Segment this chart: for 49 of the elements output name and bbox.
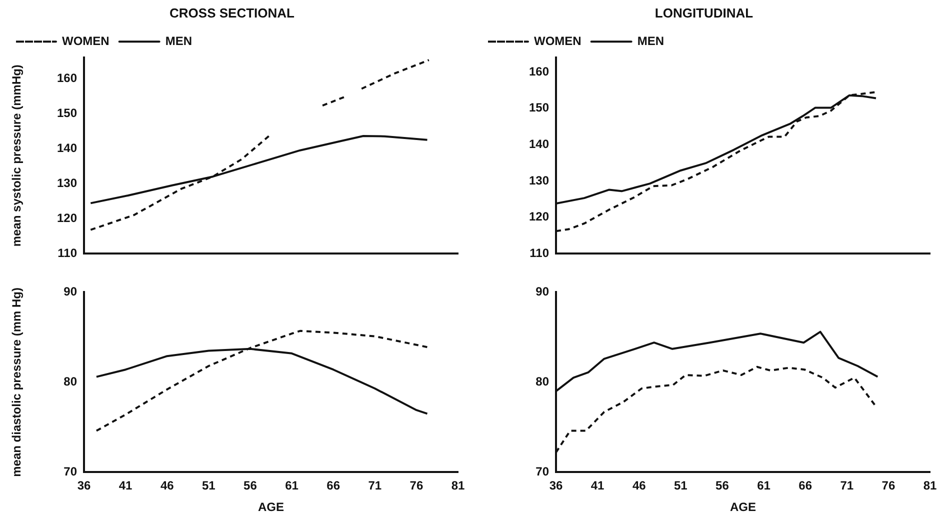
y-tick-label: 160 (528, 64, 550, 78)
y-tick-label: 80 (64, 374, 78, 389)
x-tick-label: 76 (410, 478, 424, 493)
x-tick-label: 81 (923, 478, 937, 493)
x-tick-label: 41 (590, 478, 605, 493)
y-tick-label: 90 (64, 284, 78, 299)
y-tick-label: 120 (528, 210, 550, 224)
y-tick-label: 150 (56, 106, 78, 120)
x-tick-label: 61 (757, 478, 771, 493)
y-tick-label: 160 (56, 70, 78, 85)
y-tick-label: 120 (56, 210, 78, 225)
x-tick-label: 41 (118, 478, 133, 493)
chart-title: LONGITUDINAL (654, 5, 754, 20)
x-tick-label: 66 (798, 478, 812, 493)
y-tick-label: 90 (536, 284, 550, 299)
legend-label: MEN (637, 34, 664, 48)
y-tick-label: 80 (536, 374, 550, 389)
y-tick-label: 110 (58, 246, 78, 260)
x-tick-label: 51 (674, 478, 688, 493)
line-series (95, 330, 428, 432)
y-tick-label: 110 (530, 246, 550, 260)
legend-label: MEN (165, 34, 192, 48)
y-tick-label: 130 (528, 173, 550, 188)
y-tick-label: 70 (64, 464, 78, 479)
x-tick-label: 36 (549, 478, 563, 493)
x-tick-label: 56 (244, 478, 258, 493)
y-tick-label: 140 (528, 137, 550, 152)
legend-label: WOMEN (62, 34, 110, 48)
x-axis-title: AGE (258, 500, 284, 514)
x-tick-label: 51 (202, 478, 216, 493)
x-tick-label: 36 (77, 478, 91, 493)
x-axis-title: AGE (730, 500, 756, 514)
x-tick-label: 66 (326, 478, 340, 493)
x-tick-label: 46 (632, 478, 646, 493)
chart-title: CROSS SECTIONAL (170, 5, 295, 20)
y-axis-title: mean diastolic pressure (mm Hg) (10, 288, 24, 477)
x-tick-label: 76 (882, 478, 896, 493)
x-tick-label: 56 (716, 478, 730, 493)
x-tick-label: 61 (285, 478, 299, 493)
y-axis-title: mean systolic pressure (mmHg) (10, 64, 24, 247)
y-tick-label: 70 (536, 464, 550, 479)
x-tick-label: 46 (160, 478, 174, 493)
y-tick-label: 140 (56, 140, 78, 155)
x-tick-label: 81 (451, 478, 465, 493)
x-tick-label: 71 (368, 478, 382, 493)
x-tick-label: 71 (840, 478, 854, 493)
y-tick-label: 130 (56, 176, 78, 190)
legend-label: WOMEN (534, 34, 582, 48)
y-tick-label: 150 (528, 100, 550, 115)
